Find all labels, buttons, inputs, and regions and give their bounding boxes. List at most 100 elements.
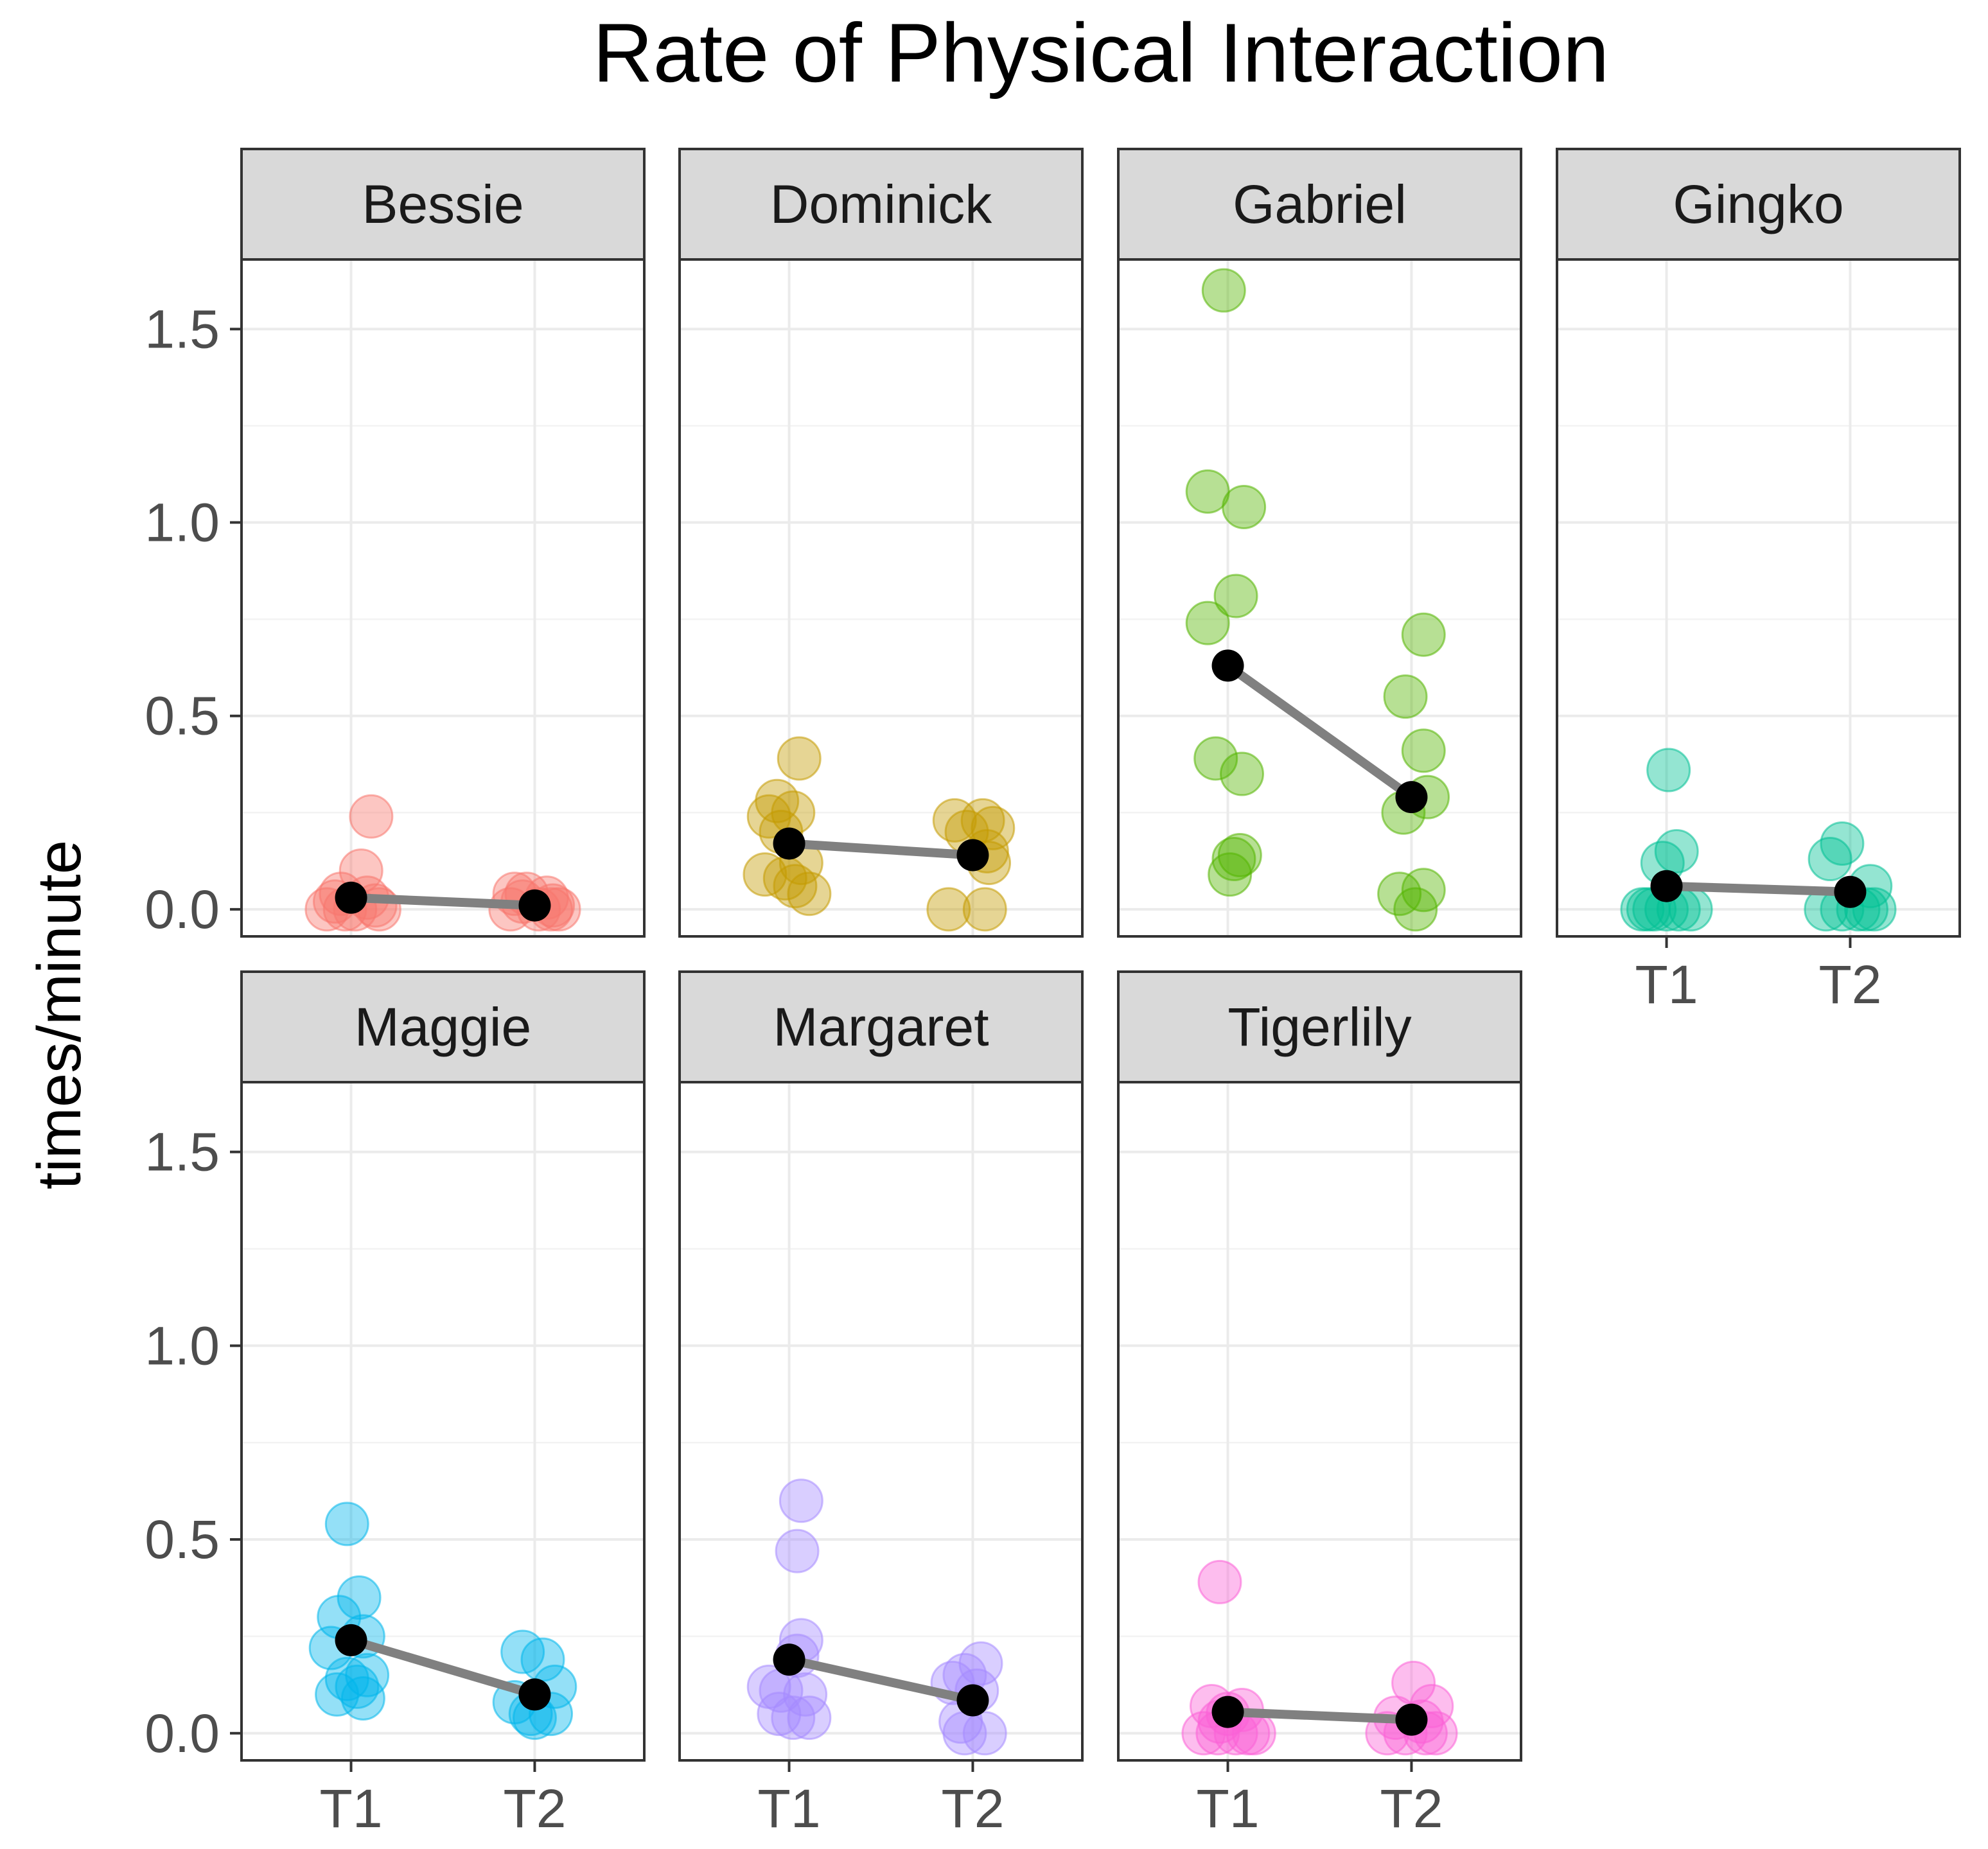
y-tick-label: 0.5 (145, 686, 220, 746)
mean-point (335, 881, 367, 914)
data-point (1181, 1711, 1226, 1756)
mean-line (1223, 1707, 1416, 1724)
data-point (1213, 574, 1258, 618)
data-point (1383, 674, 1428, 719)
x-tick-label: T1 (758, 1778, 821, 1839)
y-tick-label: 1.5 (145, 299, 220, 359)
strip-maggie (240, 970, 646, 1083)
data-point (783, 1672, 828, 1717)
data-point (340, 1676, 385, 1721)
mean-point (1650, 870, 1683, 902)
y-tick-label: 0.0 (145, 879, 220, 940)
data-point (1646, 748, 1691, 793)
chart-title: Rate of Physical Interaction (593, 6, 1609, 100)
facet-panels: Bessie 0.0 0.5 1.0 1.5 Dominick Gabriel Gingko T… (145, 148, 1961, 1839)
panel-background (1118, 1082, 1521, 1760)
panel-border (240, 258, 646, 938)
mean-point (1211, 1696, 1244, 1728)
panel-background (242, 1082, 644, 1760)
strip-label-gabriel: Gabriel (1233, 174, 1407, 234)
panel-background (680, 259, 1082, 936)
mean-point (773, 827, 805, 860)
panel-tigerlily: Tigerlily T1 T2 (1117, 970, 1522, 1839)
panel-dominick: Dominick (678, 148, 1084, 938)
mean-line (1662, 881, 1855, 897)
y-axis-label: times/minute (25, 840, 94, 1189)
mean-point (1834, 875, 1867, 908)
x-tick-label: T1 (320, 1778, 383, 1839)
data-point (962, 887, 1007, 932)
data-point (1377, 872, 1422, 916)
data-point (1201, 268, 1246, 313)
strip-label-bessie: Bessie (362, 174, 523, 234)
strip-margaret (678, 970, 1084, 1083)
strip-label-maggie: Maggie (355, 997, 532, 1057)
panel-bessie: Bessie 0.0 0.5 1.0 1.5 (145, 148, 646, 940)
mean-point (518, 889, 551, 922)
panel-border (1117, 1081, 1522, 1762)
data-point (778, 1478, 823, 1523)
data-point (1185, 600, 1230, 645)
mean-point (773, 1643, 805, 1676)
data-point (746, 794, 791, 839)
strip-label-margaret: Margaret (773, 997, 989, 1057)
strip-label-gingko: Gingko (1673, 174, 1843, 234)
panel-maggie: Maggie 0.0 0.5 1.0 1.5 T1 T2 (145, 970, 646, 1839)
data-point (1654, 828, 1699, 873)
data-point (1208, 852, 1253, 897)
y-tick-label: 1.0 (145, 1315, 220, 1376)
strip-gingko (1556, 148, 1961, 261)
panel-border (678, 258, 1084, 938)
mean-point (1211, 649, 1244, 682)
strip-label-dominick: Dominick (770, 174, 992, 234)
x-tick-label: T1 (1635, 954, 1698, 1015)
data-point (324, 1502, 369, 1547)
data-point (1401, 612, 1446, 657)
y-tick-label: 0.0 (145, 1703, 220, 1764)
panel-margaret: Margaret T1 T2 (678, 970, 1084, 1839)
mean-point (335, 1624, 367, 1656)
mean-point (518, 1678, 551, 1711)
mean-point (956, 839, 989, 872)
y-tick-label: 0.5 (145, 1509, 220, 1570)
data-point (1401, 728, 1446, 773)
mean-point (1395, 1703, 1428, 1736)
data-point (771, 1696, 816, 1740)
panel-background (242, 259, 644, 936)
data-point (1219, 751, 1264, 796)
data-point (962, 1711, 1007, 1756)
x-tick-label: T2 (941, 1778, 1004, 1839)
data-point (337, 1575, 382, 1620)
mean-point (1395, 781, 1428, 814)
mean-line (784, 839, 978, 860)
panel-background (1557, 259, 1960, 936)
panel-gingko: Gingko T1 T2 (1556, 148, 1961, 1015)
mean-point (956, 1684, 989, 1717)
panel-background (680, 1082, 1082, 1760)
strip-dominick (678, 148, 1084, 261)
y-tick-label: 1.5 (145, 1122, 220, 1182)
panel-gabriel: Gabriel (1117, 148, 1522, 938)
strip-label-tigerlily: Tigerlily (1227, 997, 1411, 1057)
strip-tigerlily (1117, 970, 1522, 1083)
data-point (349, 794, 394, 839)
data-point (1820, 821, 1865, 866)
data-point (1222, 484, 1267, 529)
mean-line (1223, 661, 1416, 802)
x-tick-label: T2 (1818, 954, 1881, 1015)
data-point (775, 1529, 820, 1573)
x-tick-label: T2 (503, 1778, 566, 1839)
data-point (787, 1696, 832, 1740)
data-point (1193, 736, 1238, 781)
data-point (1211, 837, 1256, 882)
mean-line (346, 893, 540, 910)
data-point (777, 736, 822, 781)
panel-border (1117, 258, 1522, 938)
panel-border (1556, 258, 1961, 938)
strip-bessie (240, 148, 646, 261)
panel-background (1118, 259, 1521, 936)
mean-line (346, 1635, 540, 1699)
x-tick-label: T1 (1197, 1778, 1260, 1839)
data-point (773, 864, 818, 909)
